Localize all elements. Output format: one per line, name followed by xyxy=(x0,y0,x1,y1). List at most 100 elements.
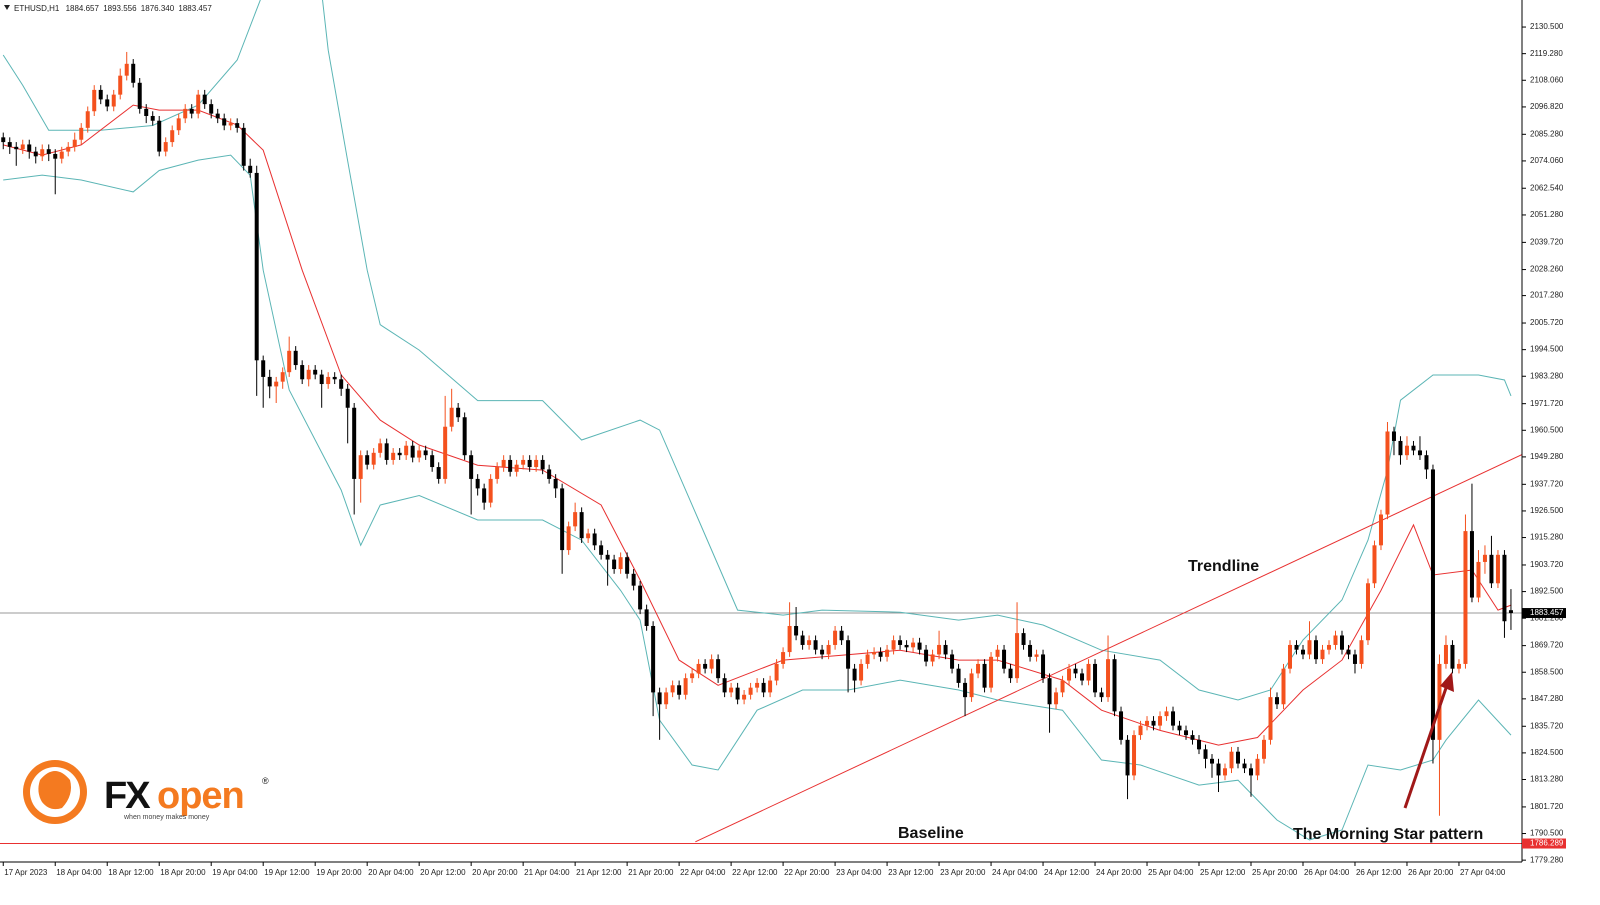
candle-body xyxy=(605,554,610,560)
pattern-arrow-head xyxy=(1440,672,1454,692)
x-tick-label: 26 Apr 04:00 xyxy=(1304,868,1350,877)
candle-body xyxy=(820,649,825,655)
candle-body xyxy=(664,692,669,705)
candle-body xyxy=(1391,431,1396,441)
candle-body xyxy=(774,663,779,681)
candle-body xyxy=(202,94,207,105)
candle-body xyxy=(352,407,357,479)
axes: 2130.500 2119.280 2108.060 2096.820 2085.280… xyxy=(2,22,1566,877)
candle-body xyxy=(1417,450,1422,456)
candle-body xyxy=(176,118,181,131)
x-tick-label: 22 Apr 04:00 xyxy=(680,868,726,877)
candle-body xyxy=(410,445,415,458)
candle-body xyxy=(280,372,285,382)
candle-body xyxy=(1119,711,1124,740)
candle-body xyxy=(79,127,84,140)
x-tick-label: 20 Apr 20:00 xyxy=(472,868,518,877)
x-tick-label: 18 Apr 20:00 xyxy=(160,868,206,877)
candle-body xyxy=(1320,649,1325,660)
candle-body xyxy=(748,687,753,695)
candle-body xyxy=(1443,644,1448,664)
candle-body xyxy=(631,573,636,586)
y-tick-label: 1937.720 xyxy=(1530,479,1564,488)
candle-body xyxy=(943,644,948,655)
candle-body xyxy=(586,533,591,539)
candle-body xyxy=(1424,455,1429,470)
candle-body xyxy=(722,678,727,693)
x-tick-label: 26 Apr 20:00 xyxy=(1408,868,1454,877)
candle-body xyxy=(1398,440,1403,456)
y-tick-label: 1949.280 xyxy=(1530,452,1564,461)
candle-body xyxy=(1378,514,1383,546)
candle-body xyxy=(215,113,220,119)
candle-body xyxy=(657,692,662,705)
candle-body xyxy=(846,640,851,669)
candle-body xyxy=(1229,751,1234,769)
candle-body xyxy=(131,63,136,83)
candle-body xyxy=(1281,668,1286,705)
trendline-label: Trendline xyxy=(1188,558,1259,575)
y-tick-label: 1824.500 xyxy=(1530,748,1564,757)
candle-body xyxy=(495,467,500,479)
trendline xyxy=(695,454,1522,843)
candle-body xyxy=(898,640,903,645)
candle-body xyxy=(111,94,116,107)
y-tick-label: 2005.720 xyxy=(1530,318,1564,327)
candle-body xyxy=(826,644,831,655)
candle-body xyxy=(1197,739,1202,750)
candle-body xyxy=(859,663,864,681)
candle-body xyxy=(105,99,110,107)
header: ETHUSD,H1 1884.657 1893.556 1876.340 188… xyxy=(14,4,212,13)
candle-body xyxy=(807,640,812,645)
candle-body xyxy=(976,663,981,674)
candle-body xyxy=(1274,697,1279,705)
candle-body xyxy=(1463,531,1468,664)
candle-body xyxy=(469,455,474,479)
candle-body xyxy=(1106,659,1111,698)
y-tick-label: 1971.720 xyxy=(1530,399,1564,408)
candle-body xyxy=(742,694,747,700)
candle-body xyxy=(670,685,675,693)
x-tick-label: 26 Apr 12:00 xyxy=(1356,868,1402,877)
candle-body xyxy=(462,417,467,456)
candle-body xyxy=(261,360,266,377)
y-tick-label: 1779.280 xyxy=(1530,855,1564,864)
candle-body xyxy=(1,137,6,143)
logo-tagline: when money makes money xyxy=(123,814,210,821)
indicator-line xyxy=(2,0,1512,701)
x-tick-label: 18 Apr 04:00 xyxy=(56,868,102,877)
candle-body xyxy=(514,464,519,472)
candle-body xyxy=(1184,730,1189,736)
candle-body xyxy=(566,526,571,551)
candle-body xyxy=(1125,739,1130,776)
candle-body xyxy=(1385,431,1390,515)
candle-body xyxy=(98,89,103,100)
x-tick-label: 21 Apr 20:00 xyxy=(628,868,674,877)
x-tick-label: 27 Apr 04:00 xyxy=(1460,868,1506,877)
candle-body xyxy=(618,557,623,570)
candle-body xyxy=(911,642,916,648)
candle-body xyxy=(1054,692,1059,705)
low-value: 1876.340 xyxy=(141,4,175,13)
candle-body xyxy=(1034,654,1039,657)
current-price-box xyxy=(1522,608,1566,619)
candle-body xyxy=(228,123,233,126)
candle-body xyxy=(625,557,630,574)
candle-body xyxy=(1242,763,1247,769)
candle-body xyxy=(891,640,896,650)
candle-body xyxy=(612,559,617,570)
candle-body xyxy=(1190,735,1195,740)
x-tick-label: 20 Apr 12:00 xyxy=(420,868,466,877)
candle-body xyxy=(46,149,51,154)
candle-body xyxy=(995,649,1000,657)
candle-body xyxy=(319,374,324,385)
candle-body xyxy=(1138,725,1143,736)
candle-body xyxy=(794,625,799,636)
symbol: ETHUSD,H1 xyxy=(14,4,60,13)
candle-body xyxy=(527,459,532,468)
y-tick-label: 1790.500 xyxy=(1530,829,1564,838)
candle-body xyxy=(787,625,792,653)
candle-body xyxy=(150,115,155,121)
